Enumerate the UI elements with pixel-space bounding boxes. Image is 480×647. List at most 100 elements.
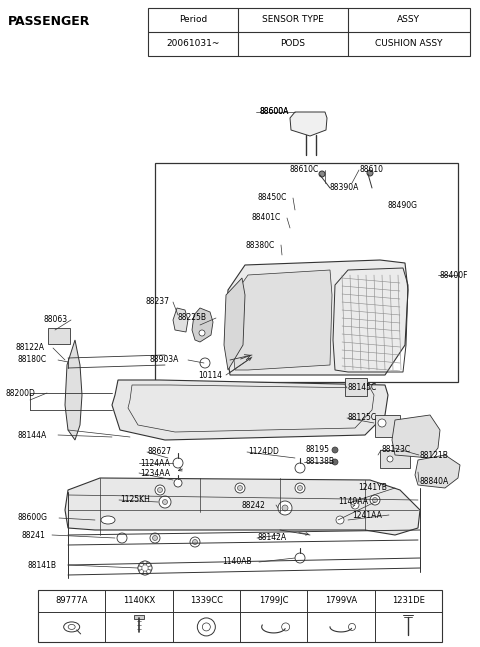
Text: 88390A: 88390A (330, 184, 360, 193)
Text: 88200D: 88200D (5, 388, 35, 397)
Circle shape (117, 533, 127, 543)
Circle shape (157, 487, 163, 492)
Text: 88610: 88610 (360, 166, 384, 175)
Circle shape (319, 171, 325, 177)
Text: 88142A: 88142A (258, 534, 287, 542)
Text: 88141B: 88141B (28, 560, 57, 569)
Circle shape (153, 536, 157, 540)
Text: 1241AA: 1241AA (352, 510, 382, 520)
Text: 88063: 88063 (43, 316, 67, 325)
Bar (134, 615, 144, 619)
Text: 1125KH: 1125KH (120, 496, 150, 505)
Polygon shape (392, 415, 440, 458)
Circle shape (173, 458, 183, 468)
Circle shape (372, 498, 377, 503)
Circle shape (159, 496, 171, 508)
Polygon shape (173, 308, 188, 332)
Polygon shape (232, 270, 332, 370)
Text: 1124AA: 1124AA (140, 459, 170, 468)
Text: 88400F: 88400F (440, 270, 468, 280)
Polygon shape (192, 308, 213, 342)
Ellipse shape (101, 516, 115, 524)
Bar (375, 415, 400, 437)
Polygon shape (225, 260, 408, 375)
Text: 20061031~: 20061031~ (167, 39, 220, 49)
Text: 88123C: 88123C (382, 446, 411, 454)
Text: CUSHION ASSY: CUSHION ASSY (375, 39, 443, 49)
Bar (148, 8, 470, 56)
Text: 88144A: 88144A (18, 430, 47, 439)
Text: 1799JC: 1799JC (259, 597, 288, 606)
Text: 88138B: 88138B (305, 457, 334, 466)
Circle shape (278, 501, 292, 515)
Circle shape (199, 330, 205, 336)
Text: 88242: 88242 (242, 501, 266, 509)
Text: 88840A: 88840A (420, 477, 449, 487)
Circle shape (138, 566, 142, 570)
Text: 1231DE: 1231DE (392, 597, 425, 606)
Polygon shape (415, 455, 460, 488)
Circle shape (378, 419, 386, 427)
Polygon shape (65, 340, 82, 440)
Bar (38, 590, 442, 642)
Text: SENSOR TYPE: SENSOR TYPE (262, 16, 324, 25)
Circle shape (295, 483, 305, 493)
Text: 88237: 88237 (145, 298, 169, 307)
Circle shape (238, 485, 242, 490)
Circle shape (351, 501, 359, 509)
Text: 1799VA: 1799VA (325, 597, 357, 606)
Circle shape (367, 170, 373, 176)
Circle shape (150, 533, 160, 543)
Circle shape (143, 571, 147, 575)
Circle shape (295, 463, 305, 473)
Text: 88180C: 88180C (18, 355, 47, 364)
Text: 88600A: 88600A (260, 107, 289, 116)
Polygon shape (112, 380, 388, 440)
Circle shape (282, 505, 288, 511)
Circle shape (235, 483, 245, 493)
Circle shape (332, 447, 338, 453)
Polygon shape (290, 112, 327, 136)
Text: 1241YB: 1241YB (358, 483, 387, 492)
Circle shape (148, 566, 152, 570)
Text: 88195: 88195 (305, 446, 329, 454)
Circle shape (155, 485, 165, 495)
Text: 88121B: 88121B (420, 450, 449, 459)
Circle shape (336, 516, 344, 524)
Text: 88450C: 88450C (258, 193, 288, 203)
Text: 88600G: 88600G (18, 514, 48, 523)
Text: 1140KX: 1140KX (123, 597, 155, 606)
Bar (345, 378, 367, 396)
Bar (155, 163, 458, 382)
Circle shape (203, 623, 210, 631)
Text: 1140AA: 1140AA (338, 498, 368, 507)
Text: 88401C: 88401C (252, 214, 281, 223)
Circle shape (192, 540, 197, 545)
Circle shape (370, 495, 380, 505)
Circle shape (174, 479, 182, 487)
Circle shape (138, 561, 152, 575)
Text: 88903A: 88903A (150, 355, 180, 364)
Polygon shape (65, 478, 420, 535)
Text: 88241: 88241 (22, 531, 46, 540)
Text: 88225B: 88225B (178, 314, 207, 322)
Text: 88600A: 88600A (260, 107, 289, 116)
Circle shape (190, 537, 200, 547)
Bar (48, 328, 70, 344)
Circle shape (143, 561, 147, 565)
Circle shape (146, 569, 151, 573)
Circle shape (140, 562, 144, 567)
Text: ASSY: ASSY (397, 16, 420, 25)
Text: 88490G: 88490G (388, 201, 418, 210)
Circle shape (140, 569, 144, 573)
Circle shape (332, 459, 338, 465)
Text: 89777A: 89777A (55, 597, 88, 606)
Text: 1234AA: 1234AA (140, 468, 170, 477)
Bar (380, 450, 410, 468)
Text: 10114: 10114 (198, 371, 222, 380)
Text: 88145C: 88145C (348, 384, 377, 393)
Text: 88122A: 88122A (15, 344, 44, 353)
Text: 88125C: 88125C (348, 413, 377, 422)
Text: PODS: PODS (280, 39, 305, 49)
Text: Period: Period (179, 16, 207, 25)
